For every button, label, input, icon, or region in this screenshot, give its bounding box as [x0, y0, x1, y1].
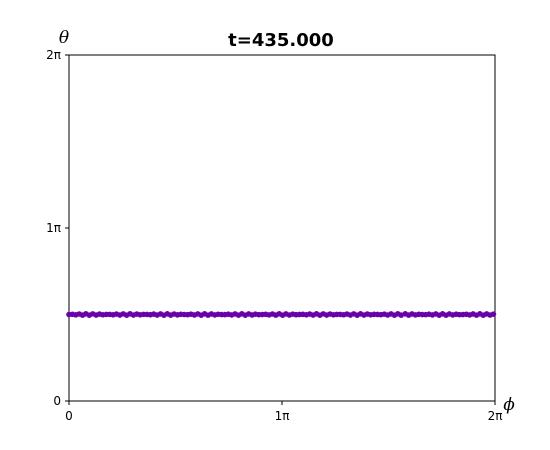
- y-tick-label: 1π: [46, 221, 61, 235]
- y-axis-ticks: 0 1π 2π: [46, 48, 69, 408]
- chart-title: t=435.000: [228, 30, 334, 51]
- y-axis-label: θ: [59, 28, 69, 48]
- x-axis-label: ϕ: [503, 395, 515, 415]
- data-points-layer: [66, 311, 497, 318]
- x-axis-ticks: 0 1π 2π: [65, 401, 502, 423]
- data-point: [490, 311, 497, 317]
- plot-frame: [68, 54, 496, 402]
- x-tick-label: 2π: [488, 409, 503, 423]
- y-tick-label: 0: [53, 394, 61, 408]
- y-tick-label: 2π: [46, 48, 61, 62]
- x-tick-label: 0: [65, 409, 73, 423]
- x-tick-label: 1π: [275, 409, 290, 423]
